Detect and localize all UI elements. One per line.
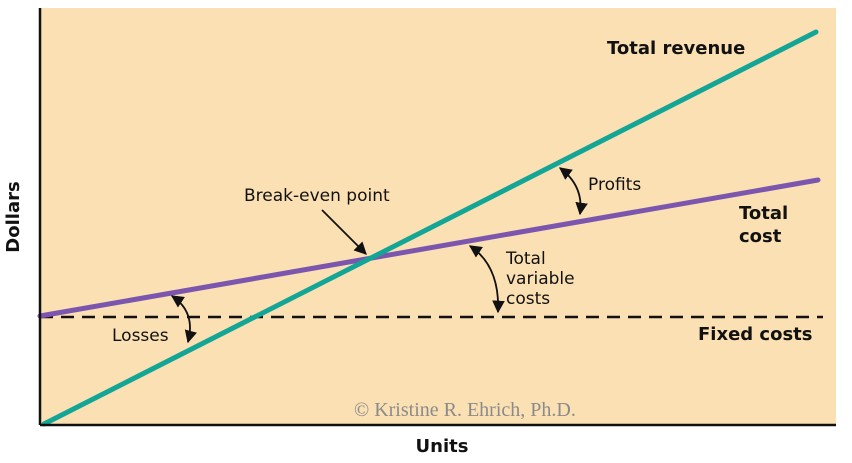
- total-cost-label-line2: cost: [739, 226, 782, 247]
- total-cost-label-line1: Total: [739, 203, 788, 224]
- losses-label: Losses: [112, 326, 169, 346]
- x-axis-title: Units: [416, 436, 469, 457]
- y-axis-title: Dollars: [3, 181, 24, 252]
- total-variable-costs-label-line3: costs: [506, 289, 550, 309]
- total-revenue-label: Total revenue: [607, 38, 745, 59]
- total-variable-costs-arrow: [468, 245, 505, 314]
- copyright-credit: © Kristine R. Ehrich, Ph.D.: [354, 399, 576, 421]
- break-even-arrow: [321, 209, 367, 255]
- total-cost-line: [37, 177, 821, 319]
- total-revenue-line: [41, 29, 819, 427]
- fixed-costs-label: Fixed costs: [698, 324, 813, 345]
- profits-label: Profits: [588, 175, 641, 195]
- total-variable-costs-label-line2: variable: [506, 269, 575, 289]
- losses-arrow: [170, 295, 198, 344]
- plot-area: [40, 8, 836, 425]
- break-even-label: Break-even point: [244, 186, 390, 206]
- total-variable-costs-label-line1: Total: [505, 249, 546, 269]
- profits-arrow: [558, 167, 588, 216]
